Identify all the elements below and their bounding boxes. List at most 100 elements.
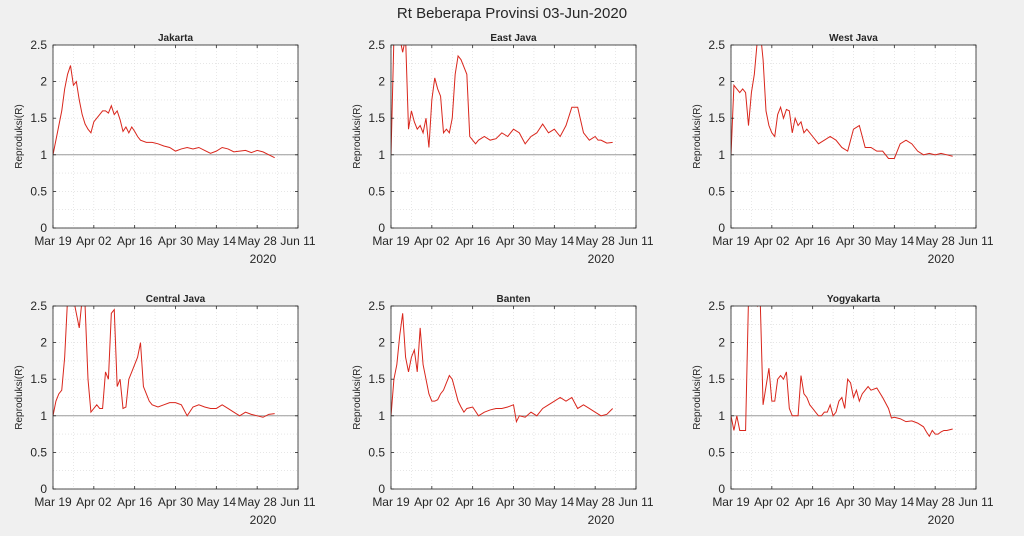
series-line-rt <box>731 306 953 438</box>
x-tick-label: Apr 02 <box>754 234 790 248</box>
x-tick-label: Mar 19 <box>34 495 72 509</box>
y-tick-label: 1 <box>378 409 385 423</box>
y-tick-label: 1.5 <box>30 111 47 125</box>
x-tick-label: Jun 11 <box>280 234 315 248</box>
x-tick-label: May 28 <box>915 495 955 509</box>
y-tick-label: 1.5 <box>708 372 725 386</box>
x-tick-label: Apr 16 <box>117 234 153 248</box>
y-tick-label: 0.5 <box>30 184 47 198</box>
x-tick-label: Jun 11 <box>618 495 653 509</box>
x-tick-label: May 14 <box>875 234 915 248</box>
x-tick-label: May 14 <box>535 495 575 509</box>
y-tick-label: 0.5 <box>708 445 725 459</box>
subplot-title: Central Java <box>146 294 206 305</box>
x-tick-label: Jun 11 <box>618 234 653 248</box>
y-tick-label: 2.5 <box>708 299 725 313</box>
subplot-title: Yogyakarta <box>827 294 881 305</box>
x-tick-label: Apr 30 <box>836 495 872 509</box>
y-tick-label: 2 <box>40 336 47 350</box>
y-tick-label: 1.5 <box>368 111 385 125</box>
y-tick-label: 1 <box>718 148 725 162</box>
y-tick-label: 1 <box>378 148 385 162</box>
x-tick-label: Mar 19 <box>372 495 410 509</box>
x-tick-label: Jun 11 <box>958 234 993 248</box>
x-tick-label: Mar 19 <box>712 495 750 509</box>
y-tick-label: 2 <box>40 75 47 89</box>
x-tick-label: Jun 11 <box>958 495 993 509</box>
y-axis-label: Reproduksi(R) <box>692 104 703 168</box>
x-tick-label: May 14 <box>875 495 915 509</box>
x-tick-label: Apr 16 <box>795 495 831 509</box>
x-tick-label: Apr 02 <box>414 234 450 248</box>
y-tick-label: 1 <box>718 409 725 423</box>
x-tick-label: Apr 02 <box>414 495 450 509</box>
x-tick-label: Jun 11 <box>280 495 315 509</box>
x-tick-label: Apr 30 <box>496 495 532 509</box>
y-tick-label: 0 <box>40 221 47 235</box>
y-tick-label: 0 <box>718 482 725 496</box>
x-tick-label: May 14 <box>197 234 237 248</box>
y-tick-label: 1 <box>40 409 47 423</box>
y-tick-label: 0.5 <box>708 184 725 198</box>
x-tick-label: Apr 30 <box>158 234 194 248</box>
y-tick-label: 0 <box>378 482 385 496</box>
y-tick-label: 2.5 <box>30 38 47 52</box>
x-tick-label: Apr 16 <box>795 234 831 248</box>
subplot-title: Banten <box>497 294 531 305</box>
series-line-rt <box>391 45 613 155</box>
series-line-rt <box>391 313 614 424</box>
x-tick-label: Mar 19 <box>34 234 72 248</box>
x-tick-label: May 28 <box>237 234 277 248</box>
subplot-title: East Java <box>490 33 537 44</box>
x-axis-label: 2020 <box>250 252 277 266</box>
x-tick-label: May 28 <box>915 234 955 248</box>
x-tick-label: Apr 02 <box>76 234 112 248</box>
figure-title: Rt Beberapa Provinsi 03-Jun-2020 <box>396 5 628 22</box>
y-tick-label: 1.5 <box>708 111 725 125</box>
subplot-title: West Java <box>829 33 878 44</box>
x-tick-label: May 14 <box>535 234 575 248</box>
x-tick-label: May 28 <box>237 495 277 509</box>
x-tick-label: Mar 19 <box>712 234 750 248</box>
y-axis-label: Reproduksi(R) <box>14 365 25 429</box>
series-line-rt <box>53 65 275 159</box>
y-tick-label: 2 <box>378 75 385 89</box>
series-line-rt <box>53 306 275 418</box>
y-tick-label: 0 <box>718 221 725 235</box>
y-tick-label: 2.5 <box>368 38 385 52</box>
x-tick-label: Apr 02 <box>76 495 112 509</box>
x-tick-label: May 28 <box>575 495 615 509</box>
x-axis-label: 2020 <box>250 513 277 527</box>
y-axis-label: Reproduksi(R) <box>692 365 703 429</box>
x-tick-label: May 14 <box>197 495 237 509</box>
y-tick-label: 1.5 <box>368 372 385 386</box>
subplot-title: Jakarta <box>158 33 193 44</box>
y-tick-label: 2.5 <box>30 299 47 313</box>
x-tick-label: Apr 30 <box>158 495 194 509</box>
x-tick-label: Apr 02 <box>754 495 790 509</box>
x-tick-label: Apr 16 <box>117 495 153 509</box>
x-tick-label: Mar 19 <box>372 234 410 248</box>
y-tick-label: 2 <box>718 336 725 350</box>
x-tick-label: May 28 <box>575 234 615 248</box>
y-tick-label: 1.5 <box>30 372 47 386</box>
y-axis-label: Reproduksi(R) <box>352 104 363 168</box>
x-tick-label: Apr 16 <box>455 495 491 509</box>
y-tick-label: 2 <box>718 75 725 89</box>
x-axis-label: 2020 <box>588 252 615 266</box>
y-axis-label: Reproduksi(R) <box>14 104 25 168</box>
x-axis-label: 2020 <box>928 513 955 527</box>
x-axis-label: 2020 <box>588 513 615 527</box>
x-tick-label: Apr 16 <box>455 234 491 248</box>
y-tick-label: 0.5 <box>368 445 385 459</box>
x-tick-label: Apr 30 <box>496 234 532 248</box>
y-tick-label: 2.5 <box>368 299 385 313</box>
y-tick-label: 2 <box>378 336 385 350</box>
